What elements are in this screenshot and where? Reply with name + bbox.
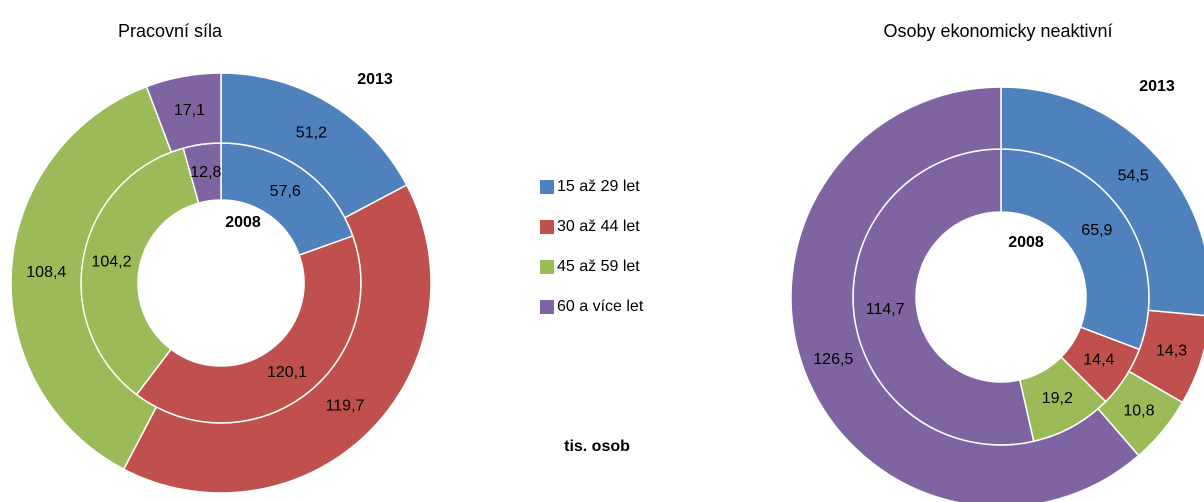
data-label: 17,1 xyxy=(174,102,205,119)
donut-segment xyxy=(10,85,173,471)
data-label: 114,7 xyxy=(866,301,905,318)
legend-label: 60 a více let xyxy=(557,298,644,315)
data-label: 10,8 xyxy=(1123,402,1154,419)
data-label: 126,5 xyxy=(813,351,853,368)
data-label: 119,7 xyxy=(326,398,365,415)
donut-segment xyxy=(1000,86,1204,317)
donut-segment xyxy=(145,72,222,154)
donut-segment xyxy=(790,86,1140,502)
data-label: 65,9 xyxy=(1081,222,1112,239)
legend-swatch xyxy=(540,300,554,314)
data-label: 108,4 xyxy=(26,264,66,281)
chart-title: Pracovní síla xyxy=(118,21,223,41)
legend-label: 30 až 44 let xyxy=(557,218,640,235)
legend-swatch xyxy=(540,260,554,274)
legend-swatch xyxy=(540,220,554,234)
data-label: 54,5 xyxy=(1118,168,1149,185)
chart-title: Osoby ekonomicky neaktivní xyxy=(883,21,1112,41)
data-label: 57,6 xyxy=(270,183,301,200)
data-label: 12,8 xyxy=(190,164,221,181)
data-label: 104,2 xyxy=(91,253,131,270)
legend-label: 45 až 59 let xyxy=(557,258,640,275)
data-label: 51,2 xyxy=(296,124,327,141)
series-label: 2013 xyxy=(1139,78,1175,95)
series-label: 2008 xyxy=(1008,234,1044,251)
data-label: 14,4 xyxy=(1083,351,1114,368)
legend-swatch xyxy=(540,180,554,194)
unit-label: tis. osob xyxy=(564,438,630,455)
data-label: 120,1 xyxy=(267,364,307,381)
series-label: 2008 xyxy=(225,214,261,231)
data-label: 19,2 xyxy=(1042,390,1073,407)
series-label: 2013 xyxy=(357,71,393,88)
data-label: 14,3 xyxy=(1156,343,1187,360)
legend-label: 15 až 29 let xyxy=(557,178,640,195)
donut-segment xyxy=(122,184,432,494)
